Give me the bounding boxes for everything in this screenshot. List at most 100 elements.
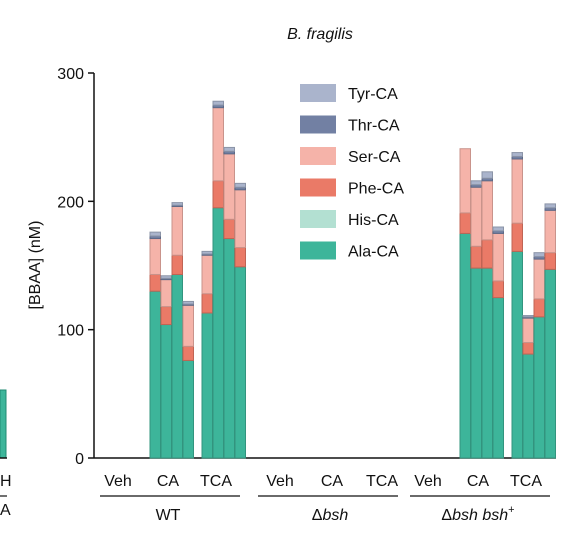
y-tick-label-200: 200 xyxy=(57,194,84,211)
bar-2-tca-1-ala-ca xyxy=(522,353,534,459)
neighbor-label-1: H xyxy=(0,473,12,490)
bar-2-ca-0-ser-ca xyxy=(459,148,471,214)
bar-2-ca-1-ser-ca xyxy=(470,186,482,247)
bar-2-ca-3-ser-ca xyxy=(492,232,504,282)
bar-2-tca-0-ser-ca xyxy=(511,158,523,224)
bar-0-ca-0-ala-ca xyxy=(149,290,161,459)
bar-2-tca-1-phe-ca xyxy=(522,342,534,355)
bar-2-ca-3-phe-ca xyxy=(492,280,504,299)
x-tick-label-1-ca: CA xyxy=(321,473,344,490)
bar-2-ca-1-phe-ca xyxy=(470,245,482,269)
x-axis-labels: Veh CA TCA WT Veh CA TCA Δbsh Veh CA TCA Δbsh bsh+ xyxy=(100,473,550,524)
legend-label-thr-ca: Thr-CA xyxy=(348,118,400,135)
bar-2-tca-2-phe-ca xyxy=(533,298,545,318)
group-label-0: WT xyxy=(156,507,181,524)
bar-0-ca-3-ser-ca xyxy=(182,304,194,347)
x-tick-label-2-ca: CA xyxy=(467,473,490,490)
bar-2-tca-0-phe-ca xyxy=(511,222,523,252)
bar-2-ca-2-tyr-ca xyxy=(481,171,493,179)
bar-2-tca-3-tyr-ca xyxy=(544,203,556,209)
bar-2-ca-2-ala-ca xyxy=(481,267,493,459)
bar-0-ca-1-ser-ca xyxy=(160,279,172,308)
legend-swatch-ser-ca xyxy=(300,147,336,165)
legend-swatch-phe-ca xyxy=(300,178,336,197)
bar-0-tca-3-ser-ca xyxy=(234,189,246,249)
legend: Tyr-CA Thr-CA Ser-CA Phe-CA His-CA Ala-CA xyxy=(300,84,404,261)
bar-0-tca-2-tyr-ca xyxy=(223,146,235,152)
legend-label-ala-ca: Ala-CA xyxy=(348,244,399,261)
bar-0-ca-3-phe-ca xyxy=(182,345,194,361)
bar-0-ca-1-ala-ca xyxy=(160,324,172,459)
x-tick-label-2-veh: Veh xyxy=(414,473,442,490)
y-axis-label: [BBAA] (nM) xyxy=(27,221,44,310)
neighbor-panel-fragment: H A xyxy=(0,389,12,519)
bar-0-tca-0-tyr-ca xyxy=(201,250,213,255)
legend-swatch-his-ca xyxy=(300,210,336,228)
legend-label-tyr-ca: Tyr-CA xyxy=(348,86,398,103)
bar-0-ca-3-ala-ca xyxy=(182,359,194,459)
x-tick-label-0-ca: CA xyxy=(157,473,180,490)
y-tick-label-0: 0 xyxy=(75,451,84,468)
bar-2-tca-0-ala-ca xyxy=(511,250,523,459)
bar-0-ca-2-phe-ca xyxy=(171,254,183,275)
bar-2-ca-3-tyr-ca xyxy=(492,226,504,232)
x-tick-label-1-veh: Veh xyxy=(266,473,294,490)
bar-2-tca-2-tyr-ca xyxy=(533,252,545,258)
bar-2-ca-0-phe-ca xyxy=(459,212,471,234)
neighbor-bar xyxy=(0,389,7,459)
bar-0-ca-2-ala-ca xyxy=(171,273,183,459)
bar-2-tca-3-ser-ca xyxy=(544,209,556,254)
legend-label-ser-ca: Ser-CA xyxy=(348,149,401,166)
legend-label-phe-ca: Phe-CA xyxy=(348,181,404,198)
bar-0-ca-2-ser-ca xyxy=(171,205,183,256)
bar-2-tca-2-ser-ca xyxy=(533,258,545,300)
bar-2-tca-2-ala-ca xyxy=(533,316,545,459)
legend-swatch-thr-ca xyxy=(300,115,336,134)
bar-2-ca-2-ser-ca xyxy=(481,180,493,241)
bar-0-tca-3-phe-ca xyxy=(234,247,246,268)
x-tick-label-2-tca: TCA xyxy=(510,473,542,490)
bar-0-ca-0-phe-ca xyxy=(149,273,161,292)
bar-0-tca-0-phe-ca xyxy=(201,293,213,314)
bar-0-tca-2-ala-ca xyxy=(223,238,235,459)
bar-0-tca-0-ala-ca xyxy=(201,312,213,459)
bar-0-tca-1-ser-ca xyxy=(212,107,224,182)
group-label-1: Δbsh xyxy=(312,507,349,524)
neighbor-label-2: A xyxy=(0,502,11,519)
bar-0-tca-3-ala-ca xyxy=(234,266,246,459)
bar-0-tca-1-phe-ca xyxy=(212,180,224,209)
bar-0-ca-3-tyr-ca xyxy=(182,300,194,305)
bar-0-tca-2-phe-ca xyxy=(223,218,235,240)
legend-swatch-tyr-ca xyxy=(300,84,336,102)
x-tick-label-0-veh: Veh xyxy=(104,473,132,490)
bar-0-tca-1-tyr-ca xyxy=(212,100,224,106)
bar-2-tca-3-phe-ca xyxy=(544,252,556,270)
bar-2-ca-0-ala-ca xyxy=(459,232,471,459)
group-label-2: Δbsh bsh+ xyxy=(441,504,514,524)
bar-stacks xyxy=(149,100,556,459)
bar-0-ca-0-ser-ca xyxy=(149,238,161,275)
bar-2-ca-1-ala-ca xyxy=(470,267,482,459)
chart-title: B. fragilis xyxy=(287,26,353,43)
bar-0-tca-3-tyr-ca xyxy=(234,182,246,188)
bar-2-tca-1-tyr-ca xyxy=(522,315,534,318)
bar-0-tca-0-ser-ca xyxy=(201,254,213,295)
y-tick-label-300: 300 xyxy=(57,66,84,83)
bar-2-tca-0-tyr-ca xyxy=(511,152,523,157)
bar-2-ca-3-ala-ca xyxy=(492,297,504,459)
bar-0-tca-1-ala-ca xyxy=(212,207,224,459)
bar-0-tca-2-ser-ca xyxy=(223,153,235,220)
bar-0-ca-2-tyr-ca xyxy=(171,202,183,206)
y-tick-label-100: 100 xyxy=(57,323,84,340)
bar-0-ca-1-phe-ca xyxy=(160,306,172,326)
bar-0-ca-1-tyr-ca xyxy=(160,275,172,279)
x-tick-label-1-tca: TCA xyxy=(366,473,398,490)
bar-2-ca-1-tyr-ca xyxy=(470,180,482,186)
bar-2-ca-2-phe-ca xyxy=(481,239,493,269)
legend-label-his-ca: His-CA xyxy=(348,212,399,229)
bar-2-tca-1-ser-ca xyxy=(522,317,534,344)
legend-swatch-ala-ca xyxy=(300,241,336,260)
x-tick-label-0-tca: TCA xyxy=(200,473,232,490)
bar-2-tca-3-ala-ca xyxy=(544,268,556,459)
